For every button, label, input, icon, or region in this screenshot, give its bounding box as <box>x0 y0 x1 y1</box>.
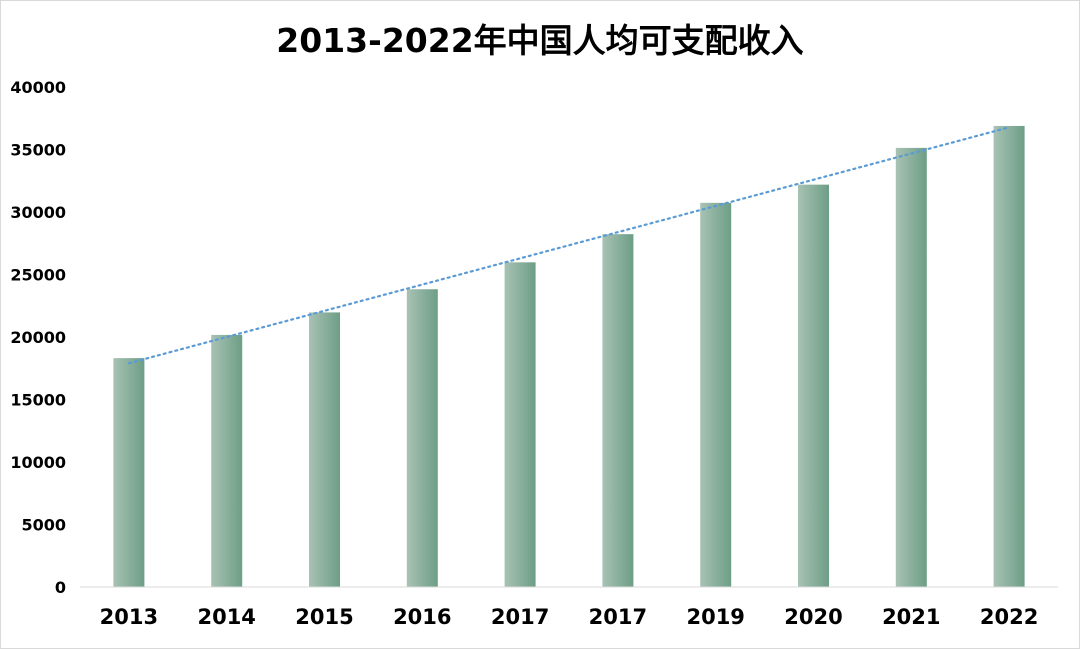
y-tick-label: 25000 <box>10 266 66 285</box>
y-tick-label: 40000 <box>10 78 66 97</box>
chart-title: 2013-2022年中国人均可支配收入 <box>276 21 804 60</box>
x-tick-label: 2017 <box>491 605 549 629</box>
y-tick-label: 5000 <box>21 516 66 535</box>
trendline <box>127 126 1011 365</box>
x-axis-labels: 2013 2014 2015 2016 2017 2017 2019 2020 2021 2022 <box>100 605 1039 629</box>
y-tick-label: 15000 <box>10 391 66 410</box>
y-tick-label: 35000 <box>10 141 66 160</box>
bar-2013 <box>113 358 145 587</box>
bar-2016 <box>406 289 438 587</box>
y-tick-label: 30000 <box>10 203 66 222</box>
bar-2017 <box>602 234 634 587</box>
bar-2020 <box>798 184 829 587</box>
bar-2015 <box>309 312 340 587</box>
bar-2021 <box>895 147 927 587</box>
y-tick-label: 0 <box>55 578 66 597</box>
x-tick-label: 2015 <box>295 605 353 629</box>
bar-2017 <box>504 262 536 587</box>
x-tick-label: 2016 <box>393 605 451 629</box>
bar-2022 <box>993 125 1025 588</box>
y-axis-labels: 0 5000 10000 15000 20000 25000 30000 35000 40000 <box>10 78 66 597</box>
bars <box>113 125 1025 588</box>
x-tick-label: 2014 <box>197 605 255 629</box>
y-tick-label: 10000 <box>10 453 66 472</box>
y-tick-label: 20000 <box>10 328 66 347</box>
x-tick-label: 2021 <box>882 605 940 629</box>
x-tick-label: 2019 <box>686 605 744 629</box>
x-tick-label: 2020 <box>784 605 842 629</box>
bar-2014 <box>211 334 243 587</box>
bar-2019 <box>700 202 732 587</box>
x-tick-label: 2017 <box>589 605 647 629</box>
x-tick-label: 2022 <box>980 605 1038 629</box>
x-tick-label: 2013 <box>100 605 158 629</box>
